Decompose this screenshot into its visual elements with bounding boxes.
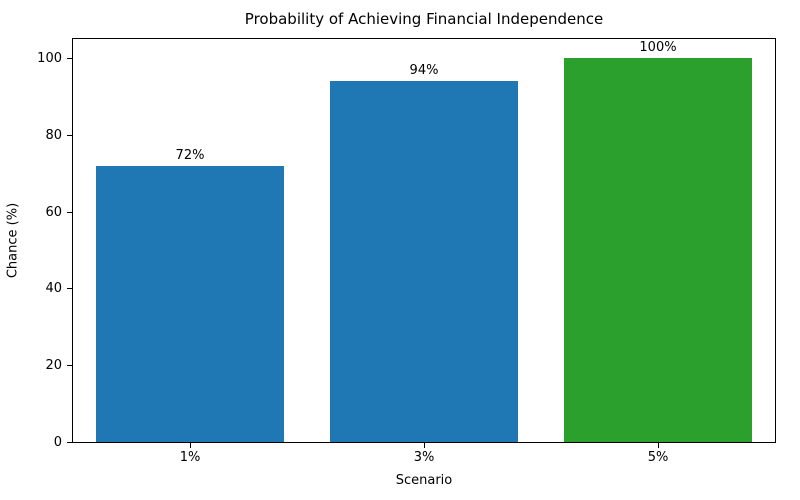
x-tick-mark	[190, 443, 191, 448]
y-tick-label: 60	[45, 204, 62, 220]
y-tick-mark	[67, 442, 72, 443]
y-tick-mark	[67, 134, 72, 136]
bar-5%	[564, 58, 752, 442]
chart-title: Probability of Achieving Financial Indep…	[244, 10, 604, 28]
bar-1%	[96, 165, 284, 442]
bar-3%	[330, 81, 518, 442]
y-tick-label: 100	[37, 51, 62, 67]
y-tick-mark	[67, 211, 72, 213]
y-axis-label: Chance (%)	[5, 202, 21, 279]
x-tick-label: 3%	[413, 450, 435, 465]
x-tick-mark	[658, 443, 659, 448]
y-tick-label: 80	[45, 127, 62, 143]
bar-value-label: 72%	[175, 147, 205, 163]
y-tick-mark	[67, 365, 72, 367]
y-tick-mark	[67, 58, 72, 60]
y-tick-mark	[67, 288, 72, 290]
bar-value-label: 100%	[639, 40, 677, 56]
x-tick-label: 1%	[179, 450, 201, 465]
y-tick-label: 20	[45, 358, 62, 374]
x-axis-label: Scenario	[395, 473, 453, 488]
bar-value-label: 94%	[409, 63, 439, 79]
y-tick-label: 40	[45, 281, 62, 297]
y-tick-label: 0	[53, 435, 62, 450]
plot-area: 72% 94% 100%	[72, 38, 776, 443]
x-tick-label: 5%	[647, 450, 669, 465]
x-tick-mark	[424, 443, 425, 448]
